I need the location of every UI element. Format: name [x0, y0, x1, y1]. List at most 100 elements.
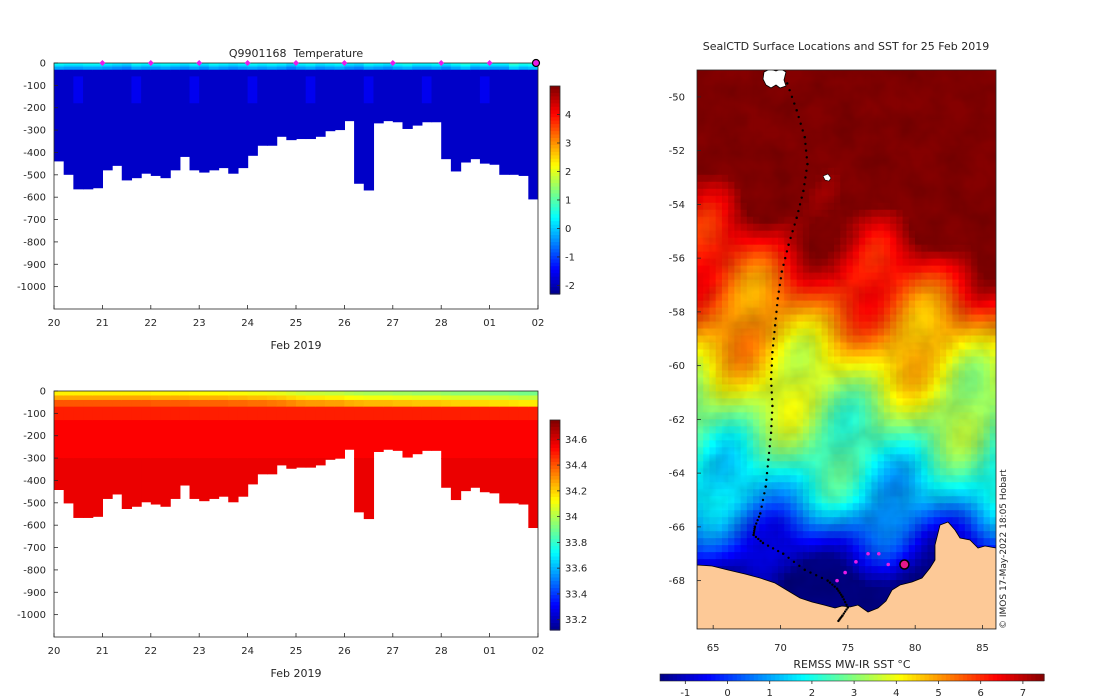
salinity-cell — [354, 420, 365, 459]
salinity-cell — [528, 395, 538, 401]
temperature-cell — [373, 63, 384, 66]
track-point — [771, 344, 775, 347]
salinity-cell — [102, 395, 113, 401]
salinity-y-axis: 0-100-200-300-400-500-600-700-800-900-10… — [17, 387, 58, 621]
salinity-cell — [334, 420, 345, 459]
temperature-cell — [354, 66, 365, 71]
track-point — [804, 176, 807, 179]
salinity-cell — [228, 399, 239, 408]
salinity-cell — [363, 391, 375, 397]
temperature-cell — [237, 64, 249, 68]
track-point — [797, 209, 800, 213]
temperature-cell — [73, 64, 84, 68]
colorbar-segment — [689, 674, 695, 681]
salinity-cell — [189, 406, 200, 421]
y-tick-label: -1000 — [17, 282, 46, 293]
colorbar-segment — [550, 472, 560, 477]
salinity-cell — [73, 399, 84, 408]
temperature-cell — [354, 64, 365, 68]
colorbar-segment — [550, 259, 560, 264]
x-tick-label: 85 — [976, 643, 989, 654]
salinity-cell — [528, 458, 538, 529]
temperature-cell — [383, 66, 394, 71]
temperature-profile-markers — [99, 58, 541, 68]
colorbar-segment — [550, 430, 560, 435]
salinity-cell — [383, 406, 394, 421]
temperature-cell — [470, 64, 481, 68]
salinity-cell — [383, 391, 394, 397]
salinity-cell — [412, 399, 423, 408]
temperature-cell — [305, 63, 316, 66]
temperature-cell — [325, 66, 336, 71]
temperature-cell — [189, 69, 200, 171]
salinity-profile-21 — [247, 391, 258, 485]
temperature-cell — [479, 76, 491, 104]
track-point — [757, 515, 761, 518]
colorbar-segment — [550, 609, 560, 614]
x-tick-label: 75 — [841, 643, 854, 654]
salinity-cell — [189, 391, 200, 397]
colorbar-segment — [550, 162, 560, 167]
temperature-cell — [421, 76, 433, 104]
temperature-plot-area — [54, 63, 538, 200]
salinity-cell — [363, 420, 375, 459]
temperature-cell — [325, 64, 336, 68]
colorbar-segment — [550, 483, 560, 488]
track-point — [769, 431, 773, 435]
y-tick-label: 0 — [40, 59, 46, 70]
temperature-cell — [228, 64, 239, 68]
x-tick-label: 70 — [774, 643, 787, 654]
track-point — [765, 471, 769, 475]
track-point — [775, 310, 778, 314]
temperature-cell — [218, 63, 229, 66]
salinity-cell — [489, 458, 500, 494]
salinity-cell — [470, 391, 481, 397]
temperature-cell — [237, 69, 249, 169]
temperature-profile-47 — [499, 63, 510, 175]
y-tick-label: -50 — [669, 92, 685, 103]
colorbar-tick-label: 34.2 — [565, 486, 587, 497]
temperature-cell — [189, 76, 200, 104]
colorbar-segment — [550, 507, 560, 512]
seal-track — [752, 82, 850, 623]
salinity-cell — [508, 420, 520, 459]
temperature-cell — [73, 69, 84, 190]
colorbar-segment — [668, 674, 674, 681]
recent-track-point — [854, 560, 858, 564]
salinity-cell — [431, 406, 442, 421]
salinity-profile-15 — [189, 391, 200, 499]
salinity-profile-7 — [112, 391, 123, 495]
x-tick-label: 28 — [435, 646, 448, 657]
temperature-cell — [102, 64, 113, 68]
colorbar-segment — [550, 276, 560, 281]
temperature-profile-34 — [373, 63, 384, 124]
salinity-cell — [412, 406, 423, 421]
track-point — [820, 576, 824, 580]
temperature-profile-5 — [92, 63, 103, 189]
temperature-cell — [131, 76, 142, 104]
temperature-cell — [257, 63, 268, 66]
temperature-cell — [412, 69, 423, 126]
colorbar-segment — [550, 518, 560, 523]
salinity-cell — [102, 406, 113, 421]
salinity-cell — [160, 458, 171, 507]
colorbar-tick-label: -1 — [565, 252, 575, 263]
track-point — [770, 391, 773, 394]
colorbar-segment — [550, 217, 560, 222]
map-colorbar-label: REMSS MW-IR SST °C — [793, 658, 911, 671]
salinity-cell — [421, 399, 433, 408]
salinity-profile-5 — [92, 391, 103, 517]
salinity-cell — [363, 399, 375, 408]
salinity-cell — [208, 391, 220, 397]
salinity-cell — [296, 395, 307, 401]
salinity-cell — [228, 406, 239, 421]
track-point — [753, 529, 756, 533]
temperature-profile-37 — [402, 63, 413, 129]
colorbar-segment — [550, 535, 560, 540]
salinity-cell — [266, 391, 278, 397]
salinity-cell — [102, 458, 113, 499]
salinity-cell — [63, 458, 74, 504]
x-tick-label: 22 — [144, 318, 157, 329]
salinity-cell — [208, 395, 220, 401]
colorbar-segment — [550, 231, 560, 236]
